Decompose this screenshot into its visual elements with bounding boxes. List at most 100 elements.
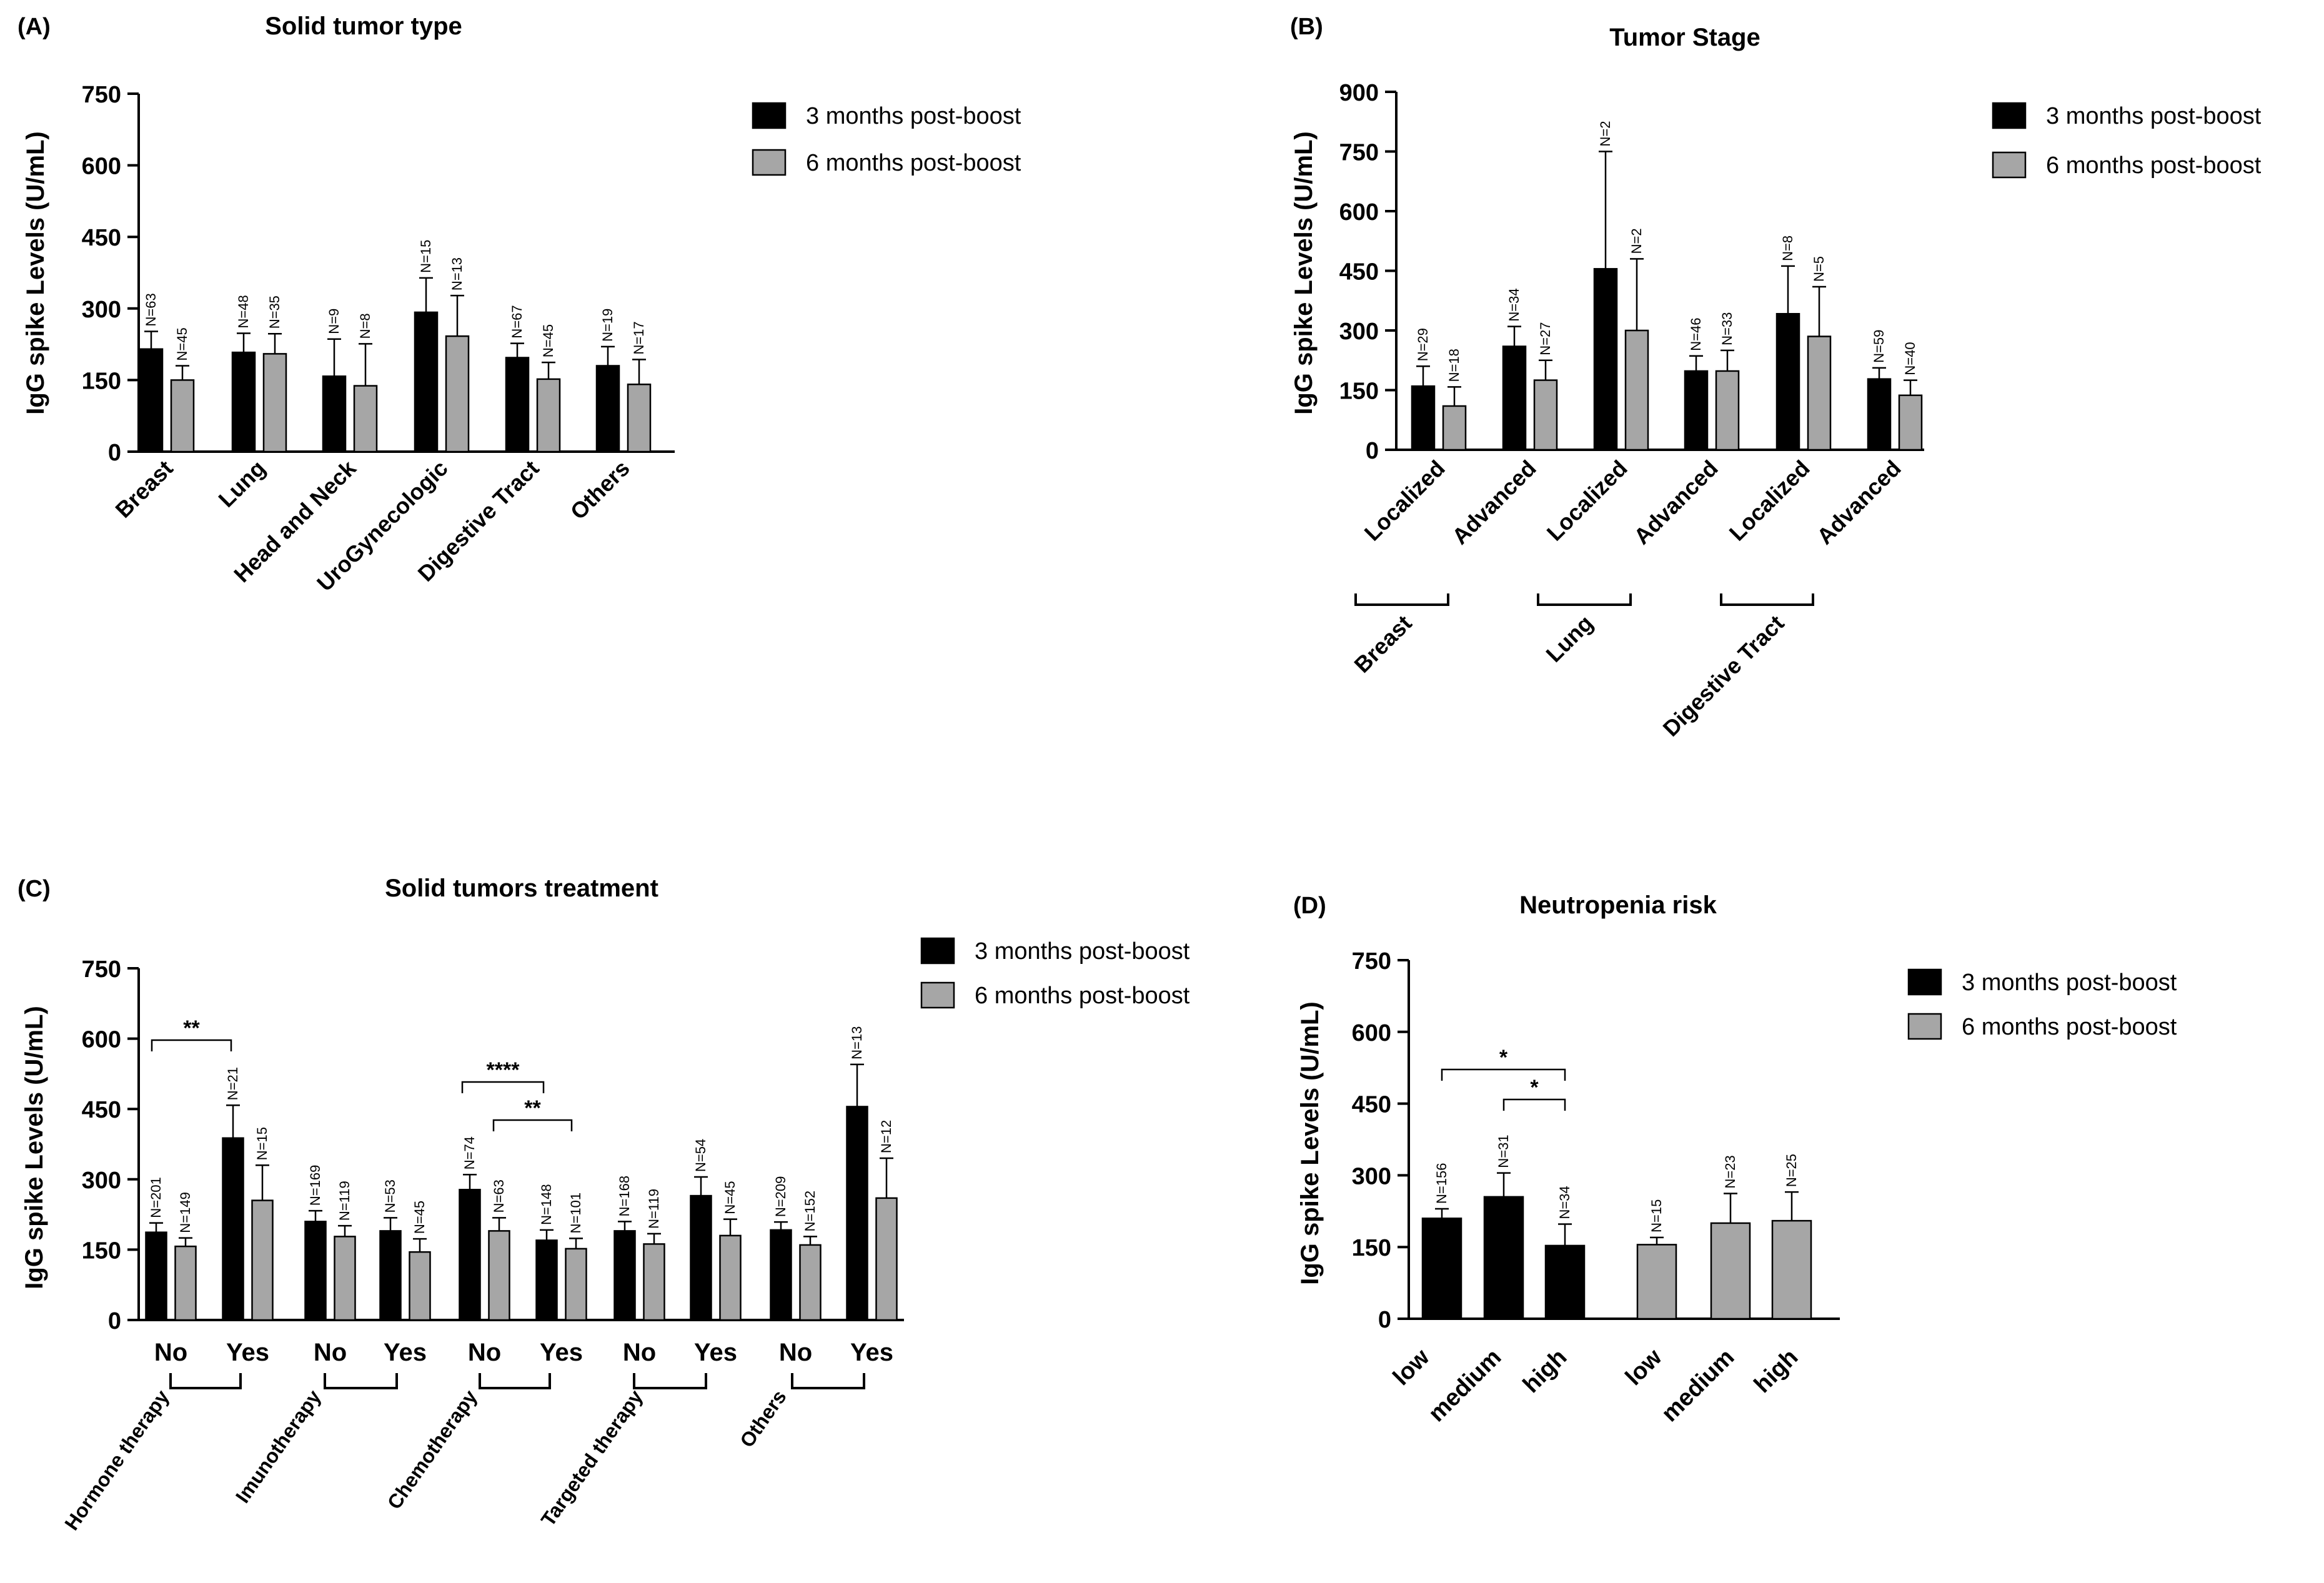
n-label: N=45 — [540, 324, 556, 357]
legend: 3 months post-boost 6 months post-boost — [920, 937, 1190, 1009]
n-label: N=2 — [1629, 228, 1644, 254]
panel-b: (B) Tumor Stage IgG spike Levels (U/mL) 0 15… — [1290, 14, 2262, 742]
y-tick-label: 150 — [1352, 1235, 1391, 1261]
n-label: N=67 — [509, 305, 525, 338]
n-label: N=74 — [462, 1136, 477, 1169]
legend: 3 months post-boost 6 months post-boost — [1907, 968, 2177, 1040]
n-label: N=34 — [1557, 1186, 1572, 1219]
bar-6-months — [1624, 329, 1649, 451]
chart-title: Solid tumors treatment — [385, 875, 658, 902]
n-label: N=149 — [177, 1192, 193, 1233]
legend-label-6-months: 6 months post-boost — [975, 983, 1190, 1009]
legend-label-6-months: 6 months post-boost — [806, 150, 1021, 176]
n-label: N=119 — [646, 1189, 662, 1229]
bar-3-months — [613, 1230, 636, 1321]
group-bracket — [1720, 593, 1814, 606]
legend-swatch-6-months — [1992, 151, 2027, 179]
n-label: N=15 — [1649, 1199, 1664, 1233]
group-bracket — [791, 1373, 865, 1389]
significance-bracket — [151, 1039, 232, 1051]
x-category-label: medium — [1657, 1344, 1740, 1427]
bar-6-months — [875, 1197, 898, 1321]
n-label: N=8 — [357, 313, 373, 339]
y-tick-label: 450 — [1339, 259, 1379, 285]
bar-6-months — [445, 335, 470, 453]
bar-6-months — [353, 385, 378, 453]
n-label: N=25 — [1784, 1154, 1799, 1187]
x-category-label: Advanced — [1812, 455, 1906, 550]
x-category-label: Localized — [1359, 455, 1450, 546]
chart-title: Solid tumor type — [265, 12, 462, 40]
n-label: N=45 — [722, 1181, 738, 1214]
panel-c: (C) Solid tumors treatment IgG spike Level… — [17, 875, 1190, 1534]
group-bracket — [1537, 593, 1632, 606]
group-bracket — [1354, 593, 1449, 606]
n-label: N=45 — [412, 1201, 427, 1234]
y-tick-label: 750 — [1352, 948, 1391, 975]
y-axis-label: IgG spike Levels (U/mL) — [1290, 131, 1318, 414]
y-tick-label: 300 — [82, 297, 121, 323]
legend-label-6-months: 6 months post-boost — [1962, 1014, 2177, 1040]
legend-swatch-3-months — [752, 102, 787, 129]
y-axis-label: IgG spike Levels (U/mL) — [21, 1006, 48, 1289]
y-tick-label: 0 — [108, 440, 121, 466]
x-category-label: Yes — [850, 1339, 893, 1366]
n-label: N=45 — [174, 327, 190, 360]
y-tick-label: 450 — [1352, 1092, 1391, 1118]
x-category-label: Advanced — [1447, 455, 1541, 550]
n-label: N=29 — [1415, 328, 1431, 361]
y-tick-label: 300 — [82, 1168, 121, 1194]
bar-3-months — [322, 375, 347, 453]
bar-3-months — [1593, 268, 1618, 451]
n-label: N=13 — [849, 1026, 865, 1059]
n-label: N=152 — [802, 1191, 818, 1231]
n-label: N=53 — [382, 1179, 398, 1213]
bar-3-months — [1421, 1218, 1462, 1320]
y-tick-label: 0 — [1366, 438, 1379, 464]
n-label: N=33 — [1719, 312, 1735, 345]
group-label: Breast — [1349, 610, 1416, 678]
x-category-label: medium — [1424, 1344, 1507, 1427]
x-category-label: Lung — [213, 455, 270, 512]
y-tick-label: 600 — [1339, 199, 1379, 226]
x-category-label: low — [1621, 1344, 1667, 1391]
chart-title: Tumor Stage — [1609, 24, 1760, 51]
bar-6-months — [627, 384, 652, 453]
bar-3-months — [459, 1189, 481, 1321]
legend-label-6-months: 6 months post-boost — [2046, 152, 2262, 179]
panel-label: (D) — [1293, 893, 1326, 919]
n-label: N=12 — [878, 1120, 894, 1153]
bar-3-months — [535, 1239, 558, 1321]
bar-3-months — [1775, 313, 1800, 451]
significance-marker: * — [1530, 1076, 1539, 1099]
n-label: N=209 — [773, 1176, 788, 1217]
bar-6-months — [1898, 394, 1923, 451]
x-category-label: No — [468, 1339, 501, 1366]
y-tick-label: 150 — [82, 368, 121, 394]
bar-3-months — [304, 1221, 327, 1321]
x-category-label: Yes — [384, 1339, 427, 1366]
legend-swatch-6-months — [1907, 1013, 1942, 1040]
legend: 3 months post-boost 6 months post-boost — [752, 102, 1021, 176]
x-category-label: Advanced — [1629, 455, 1723, 550]
bar-6-months — [262, 353, 287, 453]
significance-bracket — [461, 1081, 545, 1093]
n-label: N=27 — [1537, 322, 1553, 355]
significance-bracket — [1441, 1068, 1566, 1081]
bar-6-months — [536, 378, 561, 453]
y-tick-label: 450 — [82, 1097, 121, 1123]
bar-3-months — [414, 311, 439, 453]
bar-3-months — [379, 1230, 402, 1321]
y-tick-label: 300 — [1352, 1163, 1391, 1189]
n-label: N=40 — [1902, 342, 1918, 375]
x-category-label: Localized — [1724, 455, 1815, 546]
n-label: N=5 — [1811, 256, 1827, 282]
bar-6-months — [251, 1199, 274, 1321]
bar-3-months — [1411, 385, 1436, 451]
x-category-label: Yes — [540, 1339, 583, 1366]
bar-3-months — [139, 348, 164, 453]
n-label: N=18 — [1446, 349, 1462, 382]
y-tick-label: 750 — [82, 82, 121, 108]
y-axis-label: IgG spike Levels (U/mL) — [1296, 1001, 1324, 1284]
n-label: N=148 — [539, 1184, 554, 1224]
